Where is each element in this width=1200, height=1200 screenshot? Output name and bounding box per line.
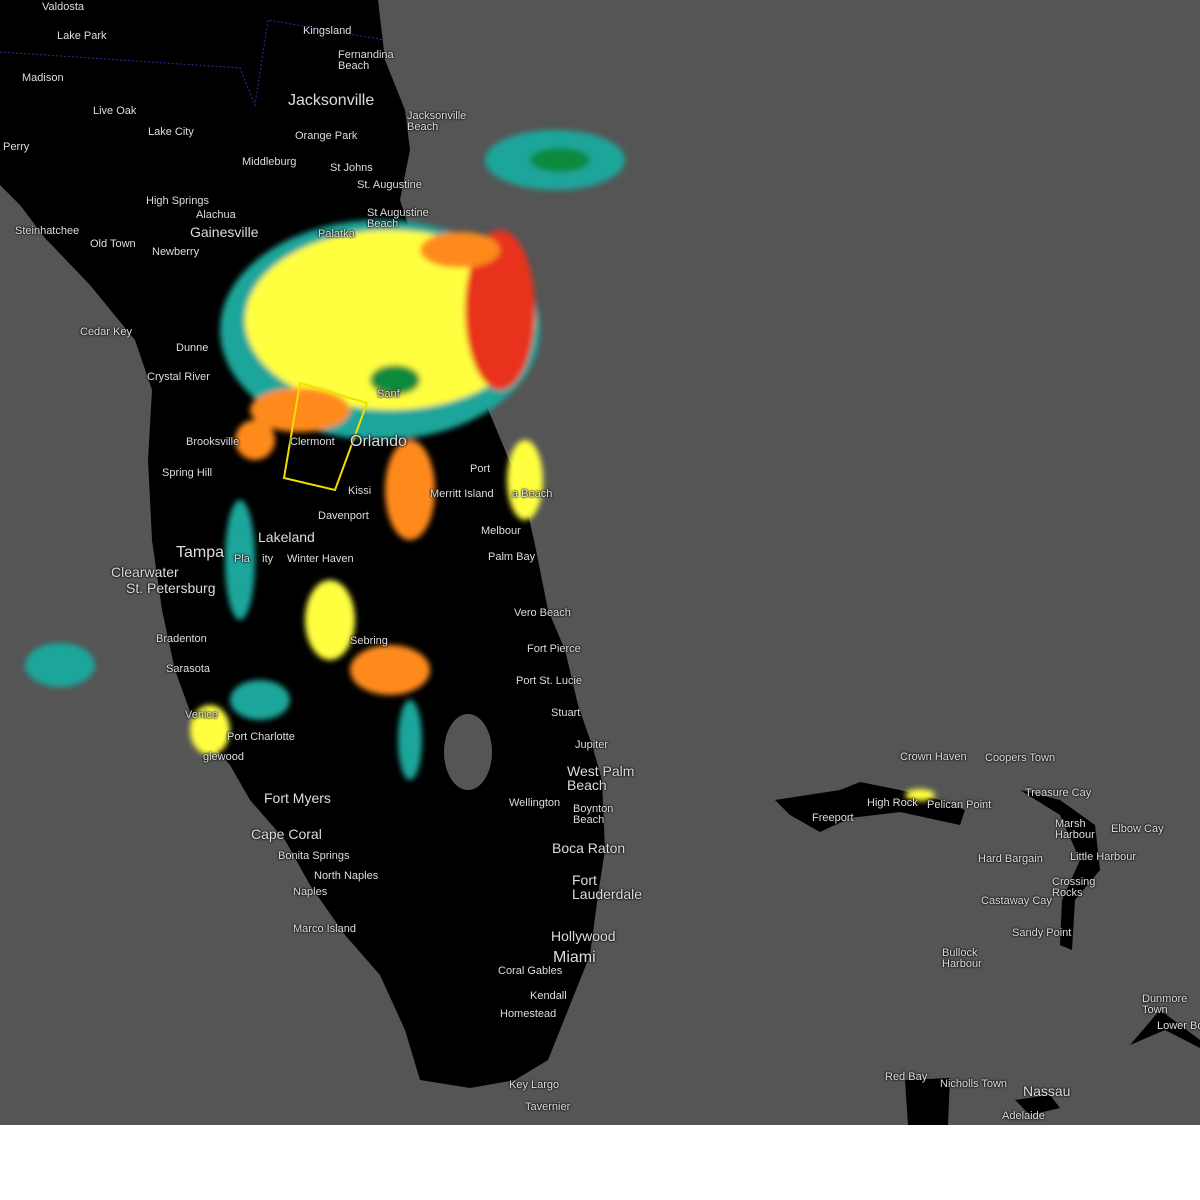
place-label: Marsh Harbour xyxy=(1055,818,1095,841)
place-label: Newberry xyxy=(152,246,200,258)
state-border xyxy=(0,19,386,107)
map-canvas xyxy=(0,0,1200,1125)
place-label: Alachua xyxy=(196,209,236,221)
place-label: Pelican Point xyxy=(927,799,992,811)
place-label: Jacksonville xyxy=(288,92,375,109)
place-label: High Rock xyxy=(867,797,918,809)
place-label: Madison xyxy=(22,72,64,84)
place-label: Homestead xyxy=(500,1008,557,1020)
place-label: Sanf xyxy=(377,388,400,400)
place-label: Perry xyxy=(3,141,30,153)
place-label: Lakeland xyxy=(258,529,315,545)
place-label: St Johns xyxy=(330,162,373,174)
place-label: St. Petersburg xyxy=(126,580,216,596)
place-label: Coopers Town xyxy=(985,752,1056,764)
place-label: Hollywood xyxy=(551,928,616,944)
place-label: Lake City xyxy=(148,126,194,138)
place-label: Sebring xyxy=(350,635,388,647)
radar-map[interactable]: Valdosta Lake Park Madison Live Oak Lake Cit… xyxy=(0,0,1200,1125)
lake-okeechobee xyxy=(444,714,492,790)
place-label: Valdosta xyxy=(42,1,84,13)
place-label: Dunmore Town xyxy=(1142,993,1188,1016)
place-label: Marco Island xyxy=(293,923,356,935)
place-label: Dunne xyxy=(176,342,209,354)
place-label: Live Oak xyxy=(93,105,137,117)
place-label: North Naples xyxy=(314,870,379,882)
place-label: Merritt Island xyxy=(430,488,494,500)
place-label: Port St. Lucie xyxy=(516,675,583,687)
place-label: Old Town xyxy=(90,238,136,250)
place-label: Freeport xyxy=(812,812,854,824)
place-label: Cape Coral xyxy=(251,826,322,842)
place-label: Bullock Harbour xyxy=(942,947,982,970)
place-label: Crown Haven xyxy=(900,751,967,763)
warning-polygon xyxy=(282,381,369,492)
place-label: Lake Park xyxy=(57,30,107,42)
place-label: Red Bay xyxy=(885,1071,928,1083)
place-label: Steinhatchee xyxy=(15,225,80,237)
place-label: Boynton Beach xyxy=(573,803,614,826)
place-label: Key Largo xyxy=(509,1079,560,1091)
place-label: Coral Gables xyxy=(498,965,563,977)
footer xyxy=(0,1125,1200,1200)
place-label: St Augustine Beach xyxy=(367,207,429,230)
place-label: Davenport xyxy=(318,510,369,522)
place-label: Clearwater xyxy=(111,564,179,580)
place-label: Middleburg xyxy=(242,156,297,168)
place-label: Jacksonville Beach xyxy=(407,110,467,133)
place-label: Jupiter xyxy=(575,739,609,751)
place-label: Kendall xyxy=(530,990,567,1002)
place-label: Tavernier xyxy=(525,1101,571,1113)
place-label: Gainesville xyxy=(190,224,259,240)
place-label: Crossing Rocks xyxy=(1052,876,1096,899)
place-label: Brooksville xyxy=(186,436,240,448)
place-label: West Palm Beach xyxy=(567,763,635,793)
place-label: Adelaide xyxy=(1002,1110,1045,1122)
place-label: Kissi xyxy=(348,485,372,497)
place-label: Fernandina Beach xyxy=(338,49,394,72)
place-label: Orlando xyxy=(350,433,407,450)
place-label: Castaway Cay xyxy=(981,895,1052,907)
place-label: Naples xyxy=(293,886,328,898)
place-label: Lower Bo xyxy=(1157,1020,1200,1032)
place-label: Bonita Springs xyxy=(278,850,350,862)
place-label: Tampa xyxy=(176,544,225,561)
place-label: Kingsland xyxy=(303,25,352,37)
place-label: Cedar Key xyxy=(80,326,132,338)
place-label: High Springs xyxy=(146,195,209,207)
place-label: Fort Lauderdale xyxy=(572,872,643,902)
place-label: Vero Beach xyxy=(514,607,571,619)
place-label: Nassau xyxy=(1023,1083,1071,1099)
place-label: Clermont xyxy=(290,436,335,448)
place-label: Winter Haven xyxy=(287,553,354,565)
place-label: Fort Pierce xyxy=(527,643,581,655)
place-label: Port Charlotte xyxy=(227,731,295,743)
place-label: a Beach xyxy=(512,488,553,500)
place-label: Sarasota xyxy=(166,663,211,675)
place-label: Bradenton xyxy=(156,633,207,645)
place-label: Treasure Cay xyxy=(1025,787,1092,799)
place-label: Orange Park xyxy=(295,130,358,142)
place-label: Wellington xyxy=(509,797,561,809)
place-label: Pla ity xyxy=(234,553,274,565)
place-label: Spring Hill xyxy=(162,467,213,479)
place-label: glewood xyxy=(203,751,244,763)
place-label: Port xyxy=(470,463,491,475)
place-label: St. Augustine xyxy=(357,179,422,191)
place-label: Fort Myers xyxy=(264,790,331,806)
place-label: Melbour xyxy=(481,525,521,537)
place-label: Venice xyxy=(185,709,219,721)
place-label: Boca Raton xyxy=(552,840,626,856)
place-label: Elbow Cay xyxy=(1111,823,1164,835)
place-label: Hard Bargain xyxy=(978,853,1043,865)
place-label: Palm Bay xyxy=(488,551,536,563)
place-label: Nicholls Town xyxy=(940,1078,1008,1090)
place-label: Crystal River xyxy=(147,371,210,383)
place-label: Palatka xyxy=(318,228,355,240)
place-label: Sandy Point xyxy=(1012,927,1072,939)
place-label: Miami xyxy=(553,949,596,966)
place-label: Stuart xyxy=(551,707,581,719)
place-label: Little Harbour xyxy=(1070,851,1137,863)
